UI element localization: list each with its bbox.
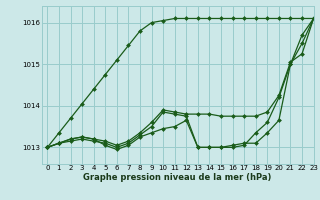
X-axis label: Graphe pression niveau de la mer (hPa): Graphe pression niveau de la mer (hPa) bbox=[84, 173, 272, 182]
